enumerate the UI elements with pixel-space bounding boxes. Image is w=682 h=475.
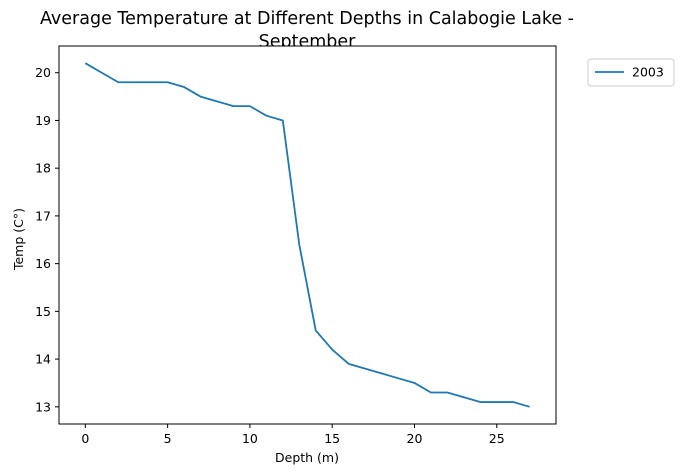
series-lines [84, 62, 530, 408]
y-axis-label: Temp (C°) [11, 208, 26, 271]
y-tick-label: 14 [35, 352, 51, 367]
y-tick-label: 18 [35, 161, 51, 176]
legend: 2003 [587, 58, 675, 87]
x-tick-label: 5 [164, 431, 172, 446]
chart-title-line-1: Average Temperature at Different Depths … [40, 9, 574, 29]
x-tick-label: 15 [324, 431, 340, 446]
y-axis-ticks: 13 14 15 16 17 18 19 20 [35, 65, 59, 414]
x-axis-label: Depth (m) [275, 450, 339, 465]
x-tick-label: 10 [242, 431, 258, 446]
series-line-2003 [84, 62, 530, 408]
y-tick-label: 15 [35, 304, 51, 319]
legend-box [587, 58, 675, 87]
y-tick-label: 16 [35, 256, 51, 271]
x-axis-ticks: 0 5 10 15 20 25 [81, 424, 505, 446]
y-tick-label: 13 [35, 399, 51, 414]
x-tick-label: 25 [489, 431, 505, 446]
legend-label-2003: 2003 [632, 65, 664, 80]
y-tick-label: 17 [35, 208, 51, 223]
y-tick-label: 19 [35, 113, 51, 128]
x-tick-label: 20 [407, 431, 423, 446]
x-tick-label: 0 [81, 431, 89, 446]
plot-area [58, 45, 557, 425]
y-tick-label: 20 [35, 65, 51, 80]
